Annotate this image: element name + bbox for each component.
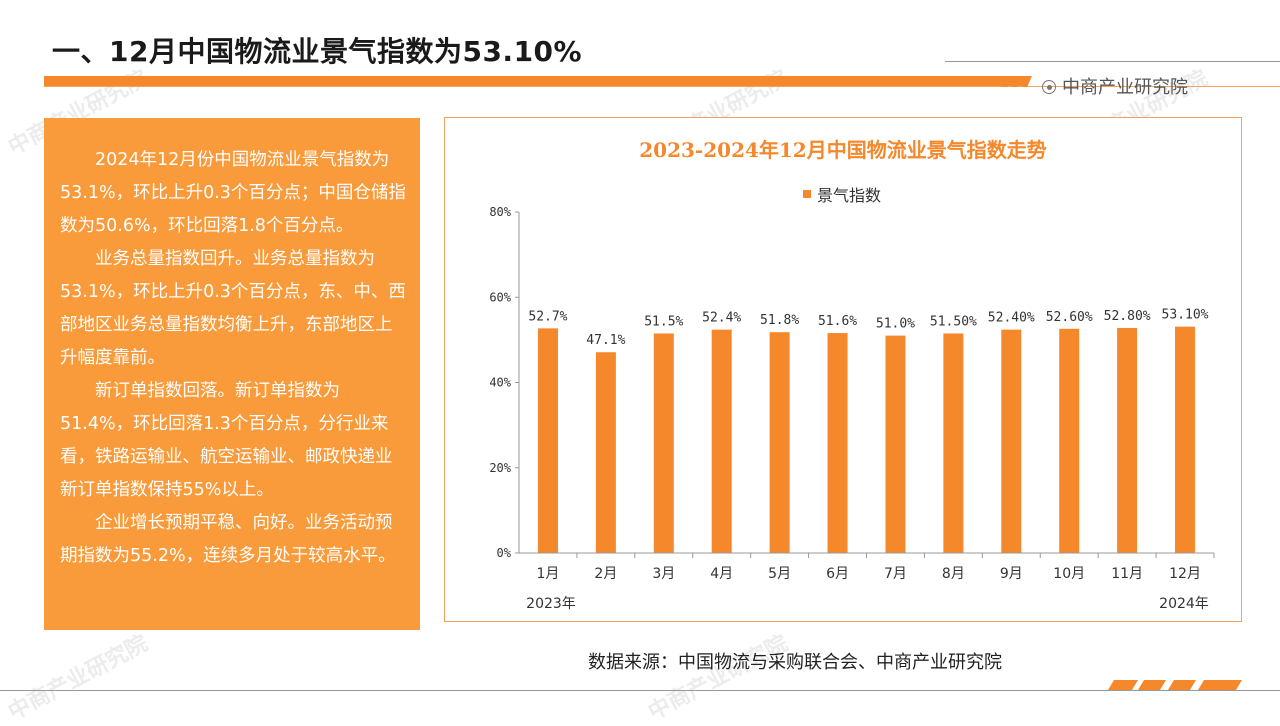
data-label: 53.10% bbox=[1162, 308, 1209, 323]
bar bbox=[943, 333, 964, 553]
legend-label: 景气指数 bbox=[817, 186, 881, 205]
y-tick-label: 60% bbox=[489, 290, 511, 304]
page-title: 一、12月中国物流业景气指数为53.10% bbox=[52, 35, 583, 68]
y-tick-label: 80% bbox=[489, 205, 511, 219]
x-tick-label: 4月 bbox=[710, 566, 733, 582]
bar bbox=[711, 329, 732, 553]
data-label: 52.40% bbox=[988, 311, 1035, 326]
bars: 52.7% 47.1% 51.5% 52.4% 51.8% 51.6% 51.0% 51.50… bbox=[528, 308, 1209, 553]
x-tick-label: 11月 bbox=[1111, 566, 1143, 582]
x-tick-label: 5月 bbox=[768, 566, 791, 582]
bar bbox=[769, 332, 790, 553]
header-divider bbox=[945, 61, 1280, 62]
bar bbox=[1117, 327, 1138, 553]
bar bbox=[1175, 326, 1196, 553]
data-label: 51.8% bbox=[760, 313, 799, 328]
bar bbox=[885, 335, 906, 553]
bar bbox=[595, 352, 616, 553]
data-label: 51.5% bbox=[644, 314, 683, 329]
y-tick-label: 40% bbox=[489, 376, 511, 390]
data-label: 52.7% bbox=[528, 309, 567, 324]
data-label: 47.1% bbox=[586, 333, 625, 348]
data-label: 51.0% bbox=[876, 317, 915, 332]
bar-chart: 2023-2024年12月中国物流业景气指数走势 景气指数 0% 20% 40% 60… bbox=[489, 138, 1215, 612]
legend: 景气指数 bbox=[803, 186, 881, 205]
x-tick-label: 2月 bbox=[594, 566, 617, 582]
y-tick-label: 0% bbox=[497, 546, 512, 560]
watermark: 中商产业研究院 bbox=[644, 631, 793, 726]
y-axis: 0% 20% 40% 60% 80% bbox=[489, 205, 520, 560]
data-label: 51.6% bbox=[818, 314, 857, 329]
x-tick-label: 10月 bbox=[1053, 566, 1085, 582]
stripes-decoration bbox=[1002, 76, 1032, 87]
year-label-start: 2023年 bbox=[526, 596, 576, 612]
x-tick-label: 1月 bbox=[536, 566, 559, 582]
bar bbox=[827, 333, 848, 553]
y-tick-label: 20% bbox=[489, 461, 511, 475]
x-tick-label: 7月 bbox=[884, 566, 907, 582]
bar bbox=[537, 328, 558, 553]
footer-divider bbox=[0, 690, 1280, 691]
year-label-end: 2024年 bbox=[1159, 596, 1209, 612]
footer-stripes-decoration bbox=[1108, 680, 1242, 690]
summary-paragraph: 业务总量指数回升。业务总量指数为53.1%，环比上升0.3个百分点，东、中、西部… bbox=[60, 249, 406, 368]
data-source: 数据来源：中国物流与采购联合会、中商产业研究院 bbox=[588, 652, 1002, 673]
chart-title: 2023-2024年12月中国物流业景气指数走势 bbox=[639, 138, 1046, 162]
x-tick-label: 8月 bbox=[942, 566, 965, 582]
target-icon bbox=[1042, 80, 1056, 94]
x-axis: 1月 2月 3月 4月 5月 6月 7月 8月 9月 10月 11月 12月 bbox=[519, 552, 1215, 582]
data-label: 52.80% bbox=[1104, 309, 1151, 324]
legend-swatch bbox=[803, 190, 811, 198]
x-tick-label: 3月 bbox=[652, 566, 675, 582]
watermark: 中商产业研究院 bbox=[4, 631, 153, 726]
x-tick-label: 6月 bbox=[826, 566, 849, 582]
bar bbox=[653, 333, 674, 553]
title-underline bbox=[44, 86, 1280, 87]
data-label: 51.50% bbox=[930, 314, 977, 329]
data-label: 52.4% bbox=[702, 311, 741, 326]
summary-paragraph: 企业增长预期平稳、向好。业务活动预期指数为55.2%，连续多月处于较高水平。 bbox=[60, 513, 396, 566]
title-accent-bar bbox=[44, 76, 1028, 87]
summary-paragraph: 2024年12月份中国物流业景气指数为53.1%，环比上升0.3个百分点；中国仓… bbox=[60, 150, 406, 236]
bar bbox=[1001, 329, 1022, 553]
summary-panel: 2024年12月份中国物流业景气指数为53.1%，环比上升0.3个百分点；中国仓… bbox=[44, 118, 420, 630]
x-tick-label: 9月 bbox=[1000, 566, 1023, 582]
data-label: 52.60% bbox=[1046, 310, 1093, 325]
x-tick-label: 12月 bbox=[1169, 566, 1201, 582]
brand: 中商产业研究院 bbox=[1042, 73, 1188, 99]
bar bbox=[1059, 328, 1080, 553]
brand-name: 中商产业研究院 bbox=[1062, 77, 1188, 98]
summary-paragraph: 新订单指数回落。新订单指数为51.4%，环比回落1.3个百分点，分行业来看，铁路… bbox=[60, 381, 393, 500]
